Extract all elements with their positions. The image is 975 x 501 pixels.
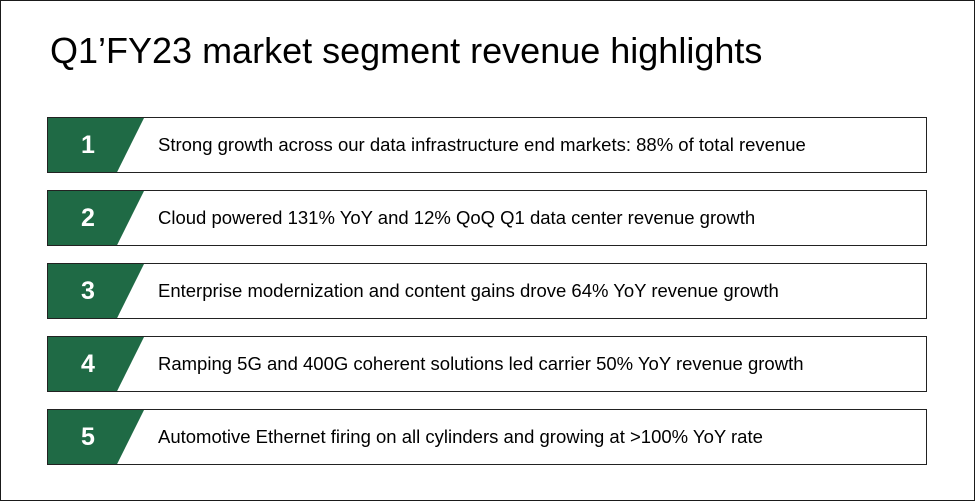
highlight-item-5: 5 Automotive Ethernet firing on all cyli… [47, 409, 927, 465]
highlight-item-4: 4 Ramping 5G and 400G coherent solutions… [47, 336, 927, 392]
highlight-text: Enterprise modernization and content gai… [158, 280, 779, 301]
highlight-item-1: 1 Strong growth across our data infrastr… [47, 117, 927, 173]
highlight-number: 3 [81, 277, 95, 305]
highlight-text: Cloud powered 131% YoY and 12% QoQ Q1 da… [158, 207, 756, 228]
highlight-number: 5 [81, 423, 95, 451]
slide-title: Q1’FY23 market segment revenue highlight… [50, 30, 763, 71]
highlight-item-3: 3 Enterprise modernization and content g… [47, 263, 927, 319]
highlight-text: Ramping 5G and 400G coherent solutions l… [158, 353, 804, 374]
highlights-list: 1 Strong growth across our data infrastr… [47, 117, 927, 482]
highlight-text: Automotive Ethernet firing on all cylind… [158, 426, 763, 447]
highlight-item-2: 2 Cloud powered 131% YoY and 12% QoQ Q1 … [47, 190, 927, 246]
highlight-number: 1 [81, 131, 95, 159]
highlight-number: 2 [81, 204, 95, 232]
highlight-number: 4 [81, 350, 95, 378]
highlight-text: Strong growth across our data infrastruc… [158, 134, 806, 155]
